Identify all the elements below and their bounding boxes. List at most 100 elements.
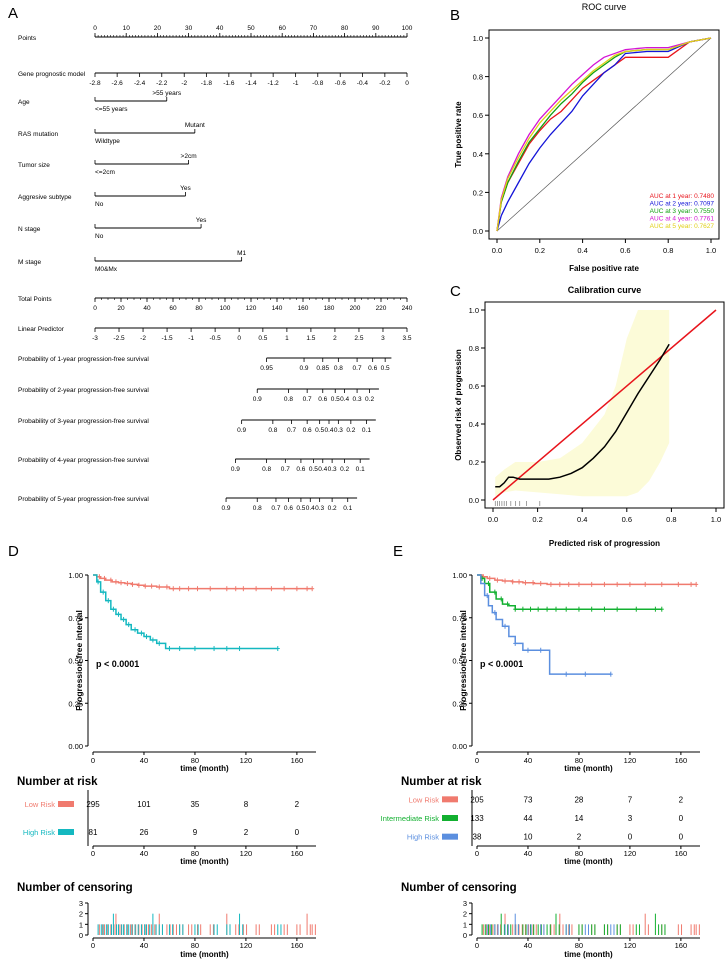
- nomogram-level-low: No: [95, 201, 104, 208]
- nomogram-tick-label: 0.3: [334, 427, 343, 434]
- nomogram-tick-label: 1.5: [306, 335, 315, 342]
- risk-table-count: 3: [628, 814, 633, 823]
- risk-table-x-axis-title: time (month): [180, 857, 229, 866]
- nomogram-level-low: <=2cm: [95, 169, 115, 176]
- roc-legend-entry: AUC at 3 year: 0.7550: [650, 208, 715, 215]
- km-y-tick-label: 0.00: [452, 742, 467, 751]
- risk-table-count: 10: [524, 833, 533, 842]
- nomogram-tick-label: 160: [298, 305, 309, 312]
- nomogram-tick-label: 0.9: [253, 396, 262, 403]
- panel-label-e: E: [393, 543, 403, 560]
- calibration-x-axis-title: Predicted risk of progression: [549, 539, 660, 548]
- nomogram-tick-label: -1: [188, 335, 194, 342]
- nomogram-level-high: Yes: [196, 217, 207, 224]
- nomogram-tick-label: -2.2: [156, 80, 168, 87]
- risk-table-x-tick-label: 160: [291, 849, 304, 858]
- nomogram-tick-label: 220: [376, 305, 387, 312]
- roc-y-tick-label: 0.8: [473, 73, 483, 82]
- nomogram-tick-label: 0.3: [353, 396, 362, 403]
- risk-table-color-swatch: [442, 815, 458, 821]
- nomogram-tick-label: 0.7: [287, 427, 296, 434]
- nomogram-tick-label: 0: [405, 80, 409, 87]
- risk-table-row-label: Low Risk: [409, 795, 440, 804]
- censor-table-x-tick-label: 40: [140, 941, 148, 950]
- roc-title: ROC curve: [582, 2, 627, 12]
- risk-table-x-tick-label: 80: [191, 849, 199, 858]
- nomogram-row-label: Probability of 4-year progression-free s…: [18, 457, 149, 464]
- nomogram-tick-label: 240: [402, 305, 413, 312]
- roc-x-tick-label: 0.2: [535, 246, 545, 255]
- nomogram-tick-label: -0.4: [357, 80, 369, 87]
- nomogram-tick-label: 0.6: [318, 396, 327, 403]
- nomogram-tick-label: 0.7: [271, 505, 280, 512]
- nomogram-tick-label: 3.5: [402, 335, 411, 342]
- km-y-tick-label: 1.00: [452, 571, 467, 580]
- roc-legend-entry: AUC at 5 year: 0.7627: [650, 223, 715, 230]
- nomogram-tick-label: 100: [402, 25, 413, 32]
- nomogram-tick-label: 200: [350, 305, 361, 312]
- risk-table-row-label: Intermediate Risk: [381, 814, 440, 823]
- nomogram-tick-label: 90: [372, 25, 380, 32]
- censor-table-x-axis-title: time (month): [564, 950, 613, 959]
- nomogram-row-label: Aggresive subtype: [18, 194, 72, 201]
- nomogram-row-label: Age: [18, 99, 30, 106]
- censor-table-title: Number of censoring: [17, 882, 133, 894]
- roc-legend-entry: AUC at 4 year: 0.7761: [650, 216, 715, 223]
- nomogram-tick-label: 0.9: [300, 365, 309, 372]
- roc-x-tick-label: 0.6: [620, 246, 630, 255]
- risk-table-color-swatch: [58, 801, 74, 807]
- nomogram-tick-label: 0.1: [362, 427, 371, 434]
- risk-table-count: 73: [524, 795, 533, 804]
- risk-table-color-swatch: [58, 829, 74, 835]
- nomogram-tick-label: 0.7: [303, 396, 312, 403]
- risk-table-count: 295: [86, 800, 100, 809]
- risk-table-x-tick-label: 0: [91, 849, 95, 858]
- nomogram-level-high: >2cm: [181, 153, 197, 160]
- calibration-panel: Calibration curve 0.0 0.0 0.2 0.2 0.4 0.4 0.6 0.…: [454, 285, 725, 548]
- km-y-tick-label: 0.75: [452, 614, 467, 623]
- panel-label-d: D: [8, 543, 19, 560]
- nomogram-row-label: RAS mutation: [18, 131, 58, 138]
- nomogram-tick-label: -2: [140, 335, 146, 342]
- km-x-tick-label: 160: [675, 756, 688, 765]
- roc-series-line: [496, 37, 712, 232]
- nomogram-tick-label: -0.5: [210, 335, 222, 342]
- roc-y-tick-label: 0.0: [473, 227, 483, 236]
- nomogram-row-label: Points: [18, 35, 37, 42]
- roc-y-tick-label: 0.4: [473, 150, 483, 159]
- km-p-value: p < 0.0001: [480, 659, 523, 669]
- nomogram-tick-label: 0.4: [318, 466, 327, 473]
- roc-x-tick-label: 0.4: [577, 246, 587, 255]
- km-y-axis-title: Progression-free interval: [458, 610, 468, 711]
- risk-table-count: 2: [244, 828, 249, 837]
- nomogram-tick-label: 0.8: [334, 365, 343, 372]
- roc-series-line: [496, 37, 712, 232]
- km-y-tick-label: 0.25: [452, 699, 467, 708]
- nomogram-tick-label: -0.2: [379, 80, 391, 87]
- nomogram-tick-label: -2.8: [89, 80, 101, 87]
- censor-table-y-tick-label: 2: [463, 910, 467, 919]
- nomogram-row-label: Probability of 2-year progression-free s…: [18, 387, 149, 394]
- risk-table-count: 133: [470, 814, 484, 823]
- nomogram-tick-label: 20: [117, 305, 125, 312]
- risk-table-count: 0: [628, 833, 633, 842]
- risk-table-x-tick-label: 160: [675, 849, 688, 858]
- roc-series-line: [496, 37, 712, 232]
- censor-table-y-tick-label: 2: [79, 910, 83, 919]
- calibration-ideal-line: [492, 309, 717, 501]
- risk-table-count: 2: [577, 833, 582, 842]
- nomogram-level-low: <=55 years: [95, 106, 128, 113]
- panel-label-a: A: [8, 5, 18, 22]
- nomogram-tick-label: 0.9: [237, 427, 246, 434]
- nomogram-tick-label: 0.8: [262, 466, 271, 473]
- roc-plot-frame: [488, 29, 720, 240]
- km-x-tick-label: 80: [575, 756, 583, 765]
- nomogram-tick-label: 140: [272, 305, 283, 312]
- nomogram-level-high: M1: [237, 250, 246, 257]
- nomogram-tick-label: 0.2: [328, 505, 337, 512]
- nomogram-tick-label: -1.4: [245, 80, 257, 87]
- risk-table-x-tick-label: 120: [624, 849, 637, 858]
- calibration-y-axis-title: Observed risk of progression: [454, 349, 463, 461]
- censor-table-x-tick-label: 0: [91, 941, 95, 950]
